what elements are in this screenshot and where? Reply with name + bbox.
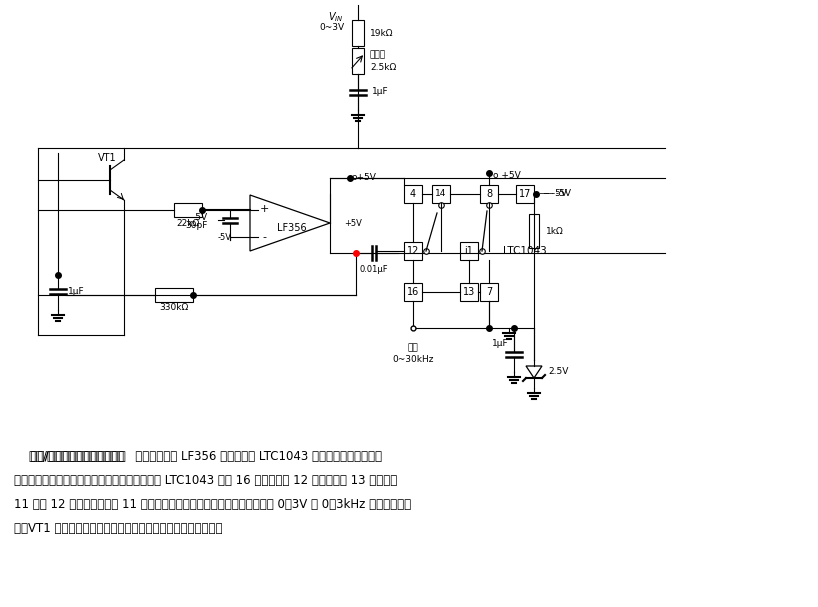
Text: 输出: 输出: [407, 344, 418, 353]
Text: 17: 17: [519, 189, 531, 199]
Bar: [529, 214, 539, 248]
Bar: [432, 185, 450, 203]
Text: +5V: +5V: [344, 219, 362, 228]
Text: VT1: VT1: [98, 153, 117, 163]
Text: 0~3V: 0~3V: [319, 22, 344, 32]
Text: 19kΩ: 19kΩ: [370, 29, 393, 38]
Bar: [460, 283, 478, 301]
Text: 13: 13: [463, 287, 475, 297]
Text: o +5V: o +5V: [493, 171, 521, 180]
Text: 调增益: 调增益: [370, 50, 386, 59]
Bar: [155, 288, 193, 302]
Text: $V_{IN}$: $V_{IN}$: [329, 10, 344, 24]
Text: 1µF: 1µF: [68, 287, 84, 296]
Text: 0~30kHz: 0~30kHz: [393, 356, 434, 364]
Text: 22kΩ: 22kΩ: [177, 220, 200, 228]
Bar: [404, 185, 422, 203]
Text: 4: 4: [410, 189, 416, 199]
Text: -: -: [262, 232, 266, 242]
Text: 30pF: 30pF: [186, 222, 208, 231]
Text: -5V: -5V: [193, 214, 208, 223]
Text: ― -5V: ― -5V: [540, 189, 567, 198]
Bar: [480, 283, 498, 301]
Bar: [404, 283, 422, 301]
Text: +: +: [259, 204, 268, 214]
Text: 应。VT1 的作用为当电源接通时，使放大器输入端总是负输入。: 应。VT1 的作用为当电源接通时，使放大器输入端总是负输入。: [14, 522, 222, 535]
Text: 12: 12: [407, 246, 419, 256]
Bar: [352, 20, 364, 46]
Text: 1µF: 1µF: [492, 339, 508, 348]
Text: i1: i1: [465, 246, 474, 256]
Text: 2.5kΩ: 2.5kΩ: [370, 63, 396, 72]
Text: 1kΩ: 1kΩ: [546, 226, 564, 236]
Text: 11 与脚 12 同步动作，使脚 11 输出频率与输入电压成正比，电路输入电压 0～3V 与 0～3kHz 输出频率相对: 11 与脚 12 同步动作，使脚 11 输出频率与输入电压成正比，电路输入电压 …: [14, 498, 411, 511]
Text: o+5V: o+5V: [352, 174, 377, 183]
Text: -5V: -5V: [218, 232, 232, 242]
Text: 14: 14: [435, 189, 447, 198]
Bar: [480, 185, 498, 203]
Bar: [516, 185, 534, 203]
Text: 330kΩ: 330kΩ: [160, 304, 189, 313]
Bar: [174, 203, 202, 217]
Text: 0.01µF: 0.01µF: [360, 265, 389, 274]
Text: 7: 7: [486, 287, 492, 297]
Text: 电容作为放大电路的反馈元件，当放大器输出使 LTC1043 的脚 16 为正时，脚 12 切换到与脚 13 短接。脚: 电容作为放大电路的反馈元件，当放大器输出使 LTC1043 的脚 16 为正时，…: [14, 474, 398, 487]
Text: 2.5V: 2.5V: [548, 367, 569, 376]
Text: LF356: LF356: [277, 223, 307, 233]
Text: 电压/频率（正比例）转换电路: 电压/频率（正比例）转换电路: [14, 450, 126, 463]
Text: 8: 8: [486, 189, 492, 199]
Bar: [352, 48, 364, 74]
Text: 1µF: 1µF: [372, 87, 389, 97]
Text: 电压/频率（正比例）转换电路   电路由放大器 LF356 和开关电容 LTC1043 及外围元件组成。开关: 电压/频率（正比例）转换电路 电路由放大器 LF356 和开关电容 LTC104…: [14, 450, 382, 463]
Text: 16: 16: [407, 287, 419, 297]
Bar: [404, 242, 422, 260]
Text: LTC1043: LTC1043: [503, 246, 546, 256]
Bar: [460, 242, 478, 260]
Text: ― -5V: ― -5V: [544, 189, 571, 198]
